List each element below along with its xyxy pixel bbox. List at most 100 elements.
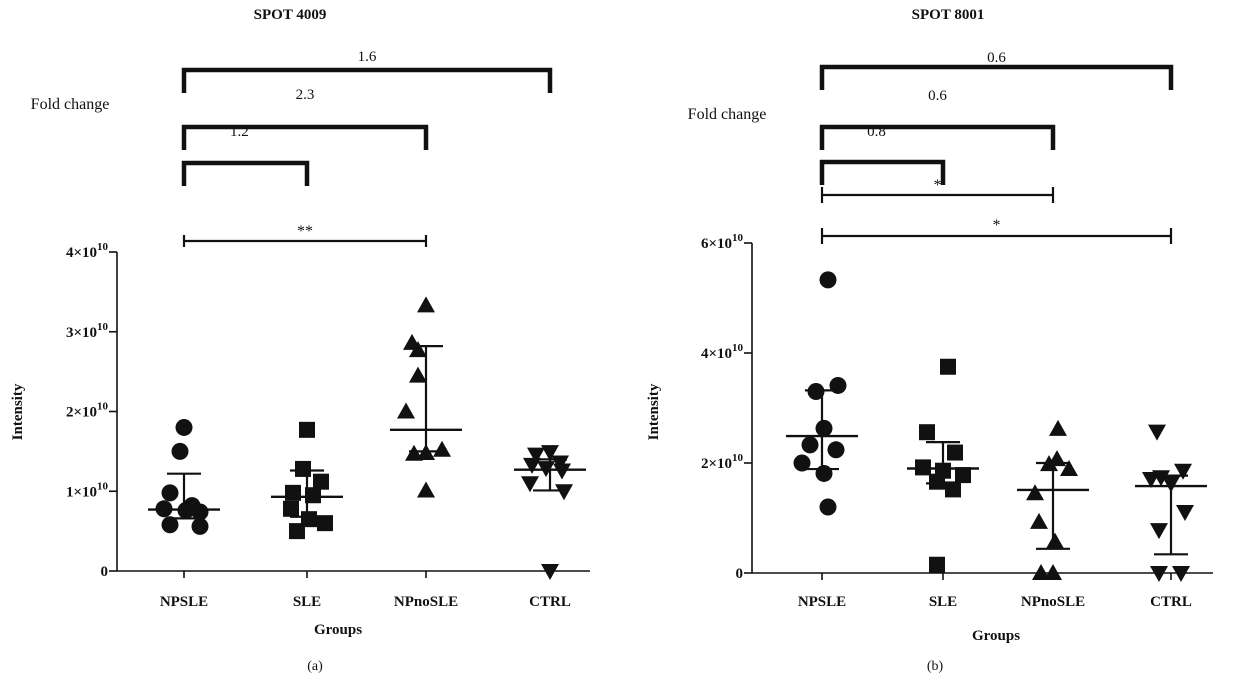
data-point — [305, 487, 321, 504]
data-point — [919, 424, 935, 441]
data-point — [793, 454, 811, 472]
data-point — [541, 564, 559, 580]
y-tick-label: 4×1010 — [66, 241, 109, 261]
y-tick-label: 6×1010 — [701, 232, 744, 252]
data-point — [283, 500, 299, 517]
fold-change-bracket — [819, 124, 1056, 150]
data-point — [171, 442, 189, 460]
data-point — [819, 271, 837, 289]
significance-label: ** — [297, 223, 313, 240]
data-point — [955, 467, 971, 484]
fold-change-bracket — [819, 159, 946, 185]
data-point — [929, 556, 945, 573]
x-tick-label: SLE — [293, 594, 321, 610]
x-tick-label: CTRL — [1150, 594, 1192, 610]
panel-b: SPOT 8001 Fold change Intensity Groups (… — [646, 7, 1213, 674]
significance-label: * — [993, 217, 1001, 234]
panel-a: SPOT 4009 Fold change Intensity Groups (… — [10, 7, 590, 674]
y-tick-label: 3×1010 — [66, 321, 109, 341]
data-point — [945, 481, 961, 498]
y-tick-label: 1×1010 — [66, 480, 109, 500]
data-point — [827, 441, 845, 459]
data-point — [815, 464, 833, 482]
fold-change-bracket — [819, 64, 1174, 90]
significance-label: * — [934, 177, 942, 194]
data-point — [417, 296, 435, 313]
fold-change-value: 1.6 — [358, 49, 377, 65]
fold-change-bracket — [181, 160, 310, 186]
data-point — [1150, 523, 1168, 540]
data-point — [1172, 566, 1190, 582]
data-point — [299, 421, 315, 438]
data-point — [317, 515, 333, 532]
panel-label: (a) — [307, 659, 323, 674]
data-point — [521, 476, 539, 493]
data-point — [409, 341, 427, 358]
data-point — [801, 436, 819, 454]
y-tick-label: 0 — [736, 566, 744, 582]
y-axis-label: Intensity — [646, 383, 662, 440]
x-tick-label: NPSLE — [160, 594, 208, 610]
data-point — [313, 473, 329, 490]
data-point — [1060, 460, 1078, 477]
data-point — [417, 481, 435, 498]
chart-title: SPOT 8001 — [912, 7, 985, 23]
data-point — [947, 444, 963, 461]
data-point — [541, 445, 559, 462]
data-point — [285, 484, 301, 501]
fold-change-label: Fold change — [688, 106, 767, 123]
data-point — [1049, 419, 1067, 436]
data-point — [161, 484, 179, 502]
y-tick-label: 2×1010 — [701, 452, 744, 472]
data-point — [191, 517, 209, 535]
data-point — [433, 440, 451, 457]
y-axis-label: Intensity — [10, 383, 26, 440]
data-point — [409, 366, 427, 383]
data-point — [553, 463, 571, 480]
data-point — [527, 447, 545, 464]
x-axis-label: Groups — [314, 622, 362, 638]
data-point — [191, 503, 209, 521]
data-point — [929, 473, 945, 490]
data-point — [1044, 564, 1062, 580]
data-point — [1148, 424, 1166, 441]
data-point — [161, 516, 179, 534]
data-point — [1176, 504, 1194, 521]
y-tick-label: 0 — [101, 564, 109, 580]
fold-change-value: 2.3 — [296, 87, 315, 103]
data-point — [523, 457, 541, 474]
x-tick-label: NPnoSLE — [1021, 594, 1085, 610]
data-point — [1030, 512, 1048, 529]
x-tick-label: CTRL — [529, 594, 571, 610]
panel-label: (b) — [927, 659, 944, 674]
data-point — [819, 498, 837, 516]
x-axis-label: Groups — [972, 628, 1020, 644]
fold-change-value: 0.6 — [987, 50, 1006, 66]
data-point — [405, 444, 423, 461]
fold-change-bracket — [181, 67, 553, 93]
x-tick-label: SLE — [929, 594, 957, 610]
chart-title: SPOT 4009 — [254, 7, 327, 23]
data-point — [940, 358, 956, 375]
fold-change-bracket — [181, 124, 429, 150]
fold-change-value: 0.6 — [928, 88, 947, 104]
data-point — [1026, 484, 1044, 501]
data-point — [555, 484, 573, 501]
data-point — [1046, 532, 1064, 549]
data-point — [1150, 566, 1168, 582]
data-point — [175, 418, 193, 436]
data-point — [1174, 463, 1192, 480]
y-tick-label: 4×1010 — [701, 342, 744, 362]
data-point — [815, 419, 833, 437]
y-tick-label: 2×1010 — [66, 401, 109, 421]
data-point — [295, 460, 311, 477]
panel-b-marks: 0 2×1010 4×1010 6×1010 NPSLE SLE NPnoSLE CTRL 0.… — [701, 50, 1213, 610]
x-tick-label: NPnoSLE — [394, 594, 458, 610]
data-point — [289, 523, 305, 540]
data-point — [1032, 564, 1050, 580]
x-tick-label: NPSLE — [798, 594, 846, 610]
fold-change-label: Fold change — [31, 96, 110, 113]
data-point — [397, 402, 415, 419]
panel-a-marks: 0 1×1010 2×1010 3×1010 4×1010 NPSLE SLE NPnoSLE… — [66, 49, 590, 610]
